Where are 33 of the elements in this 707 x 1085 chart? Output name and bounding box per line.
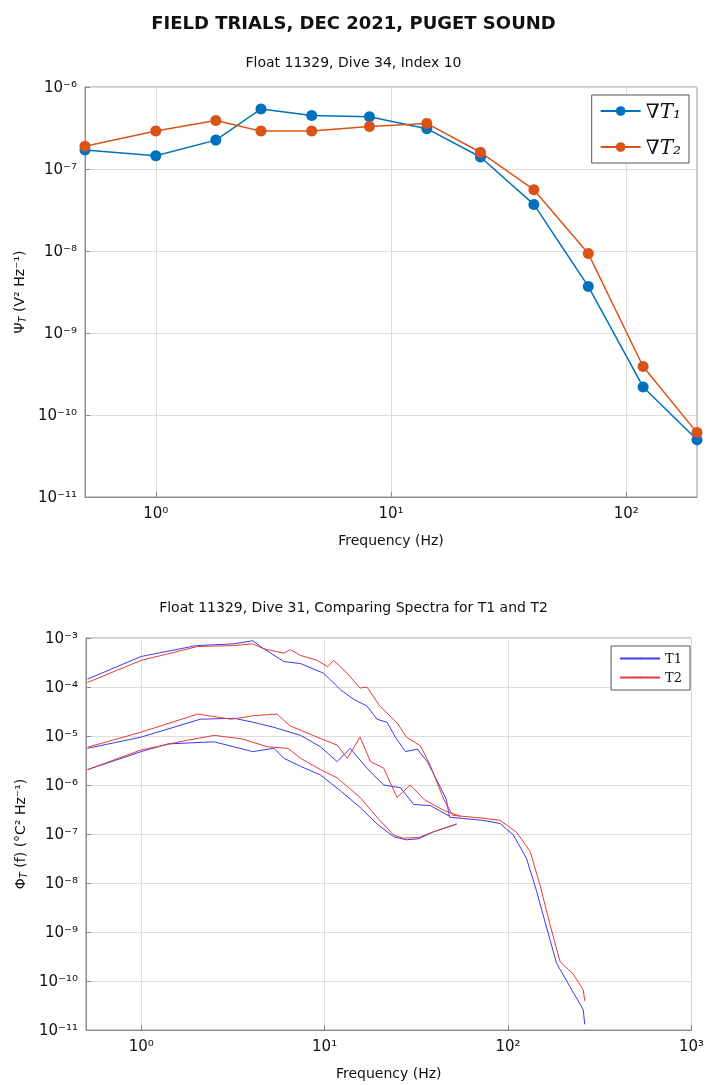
y-tick-label: 10⁻⁷ <box>44 825 78 843</box>
x-tick-label: 10¹ <box>312 1036 338 1055</box>
x-tick-label: 10² <box>495 1036 521 1055</box>
y-tick-label: 10⁻⁵ <box>44 727 78 745</box>
legend-label: ∇T₂ <box>645 135 682 159</box>
y-tick-label: 10⁻¹⁰ <box>38 972 78 990</box>
y-axis-title: ΦT (f) (°C² Hz⁻¹) <box>12 778 29 890</box>
chart-title: FIELD TRIALS, DEC 2021, PUGET SOUND <box>151 11 556 33</box>
y-tick-label: 10⁻⁸ <box>44 874 78 892</box>
chart-title: Float 11329, Dive 31, Comparing Spectra for T1 and T2 <box>159 599 548 615</box>
y-tick-label: 10⁻⁶ <box>44 776 78 794</box>
y-axis-title: ΨT (V² Hz⁻¹) <box>11 250 28 334</box>
x-axis-title: Frequency (Hz) <box>335 1065 442 1081</box>
y-tick-label: 10⁻⁹ <box>43 324 77 342</box>
y-tick-label: 10⁻¹¹ <box>38 1021 78 1039</box>
legend-label: ∇T₁ <box>645 99 682 123</box>
x-tick-label: 10¹ <box>378 503 404 522</box>
y-tick-label: 10⁻⁷ <box>43 160 77 178</box>
y-tick-label: 10⁻³ <box>44 629 78 647</box>
y-tick-label: 10⁻⁶ <box>43 78 77 96</box>
x-tick-label: 10² <box>613 503 639 522</box>
y-tick-label: 10⁻⁴ <box>44 678 78 696</box>
x-tick-label: 10⁰ <box>128 1036 154 1055</box>
y-tick-label: 10⁻¹⁰ <box>37 406 77 424</box>
y-tick-label: 10⁻⁹ <box>44 923 78 941</box>
y-tick-label: 10⁻⁸ <box>43 242 77 260</box>
x-tick-label: 10³ <box>678 1036 704 1055</box>
chart-subtitle: Float 11329, Dive 34, Index 10 <box>245 54 462 70</box>
legend-label: T1 <box>665 651 683 666</box>
y-tick-label: 10⁻¹¹ <box>37 488 77 506</box>
x-tick-label: 10⁰ <box>143 503 169 522</box>
legend-label: T2 <box>665 670 683 685</box>
x-axis-title: Frequency (Hz) <box>338 532 444 548</box>
